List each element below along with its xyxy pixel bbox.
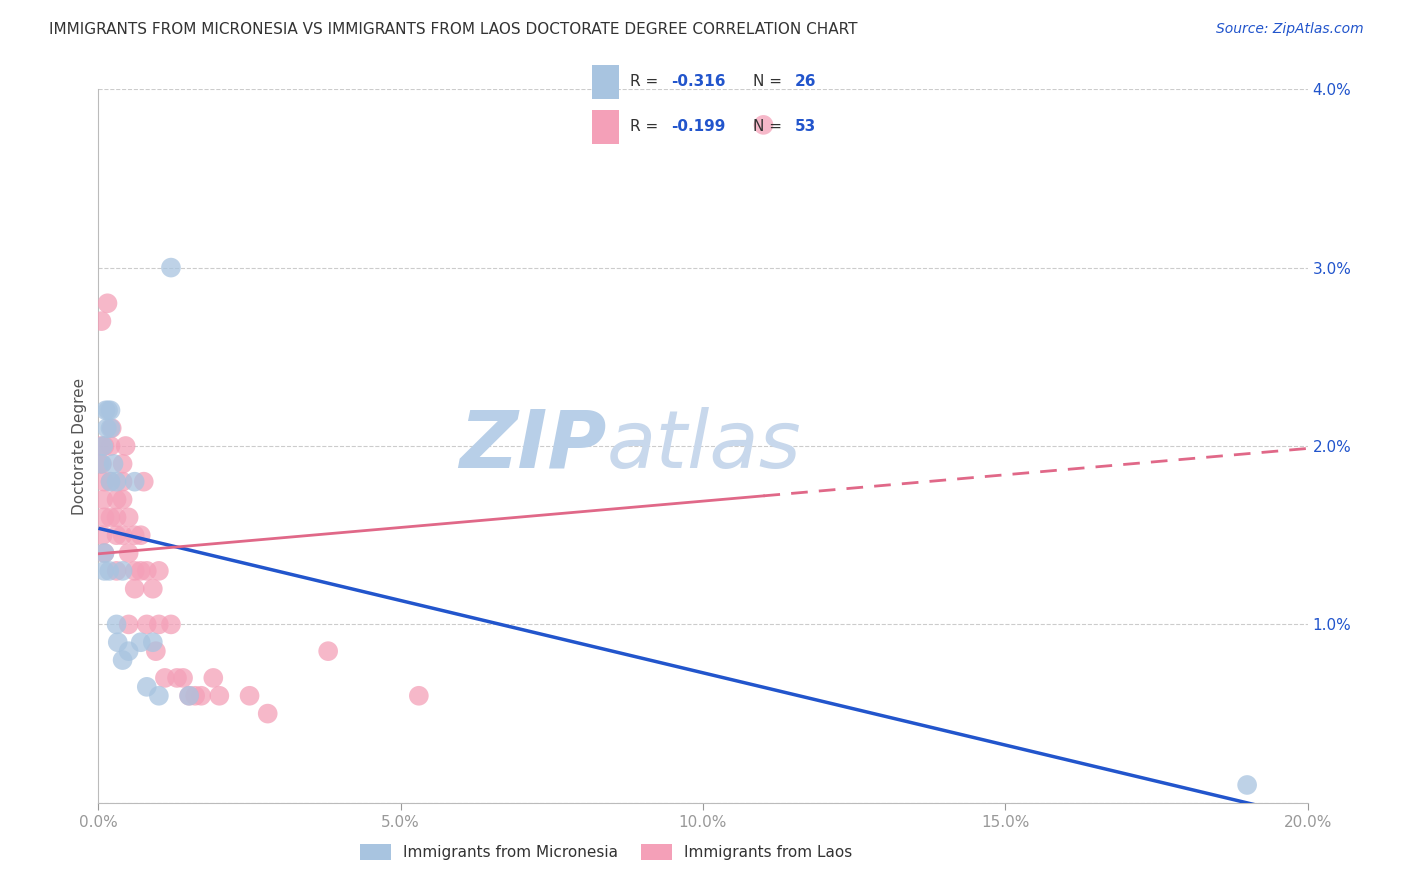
Bar <box>592 65 619 99</box>
Point <box>239 689 262 703</box>
Point <box>100 439 122 453</box>
Point <box>153 671 176 685</box>
Point <box>91 492 114 507</box>
Point <box>118 510 141 524</box>
Point <box>89 457 111 471</box>
Legend: Immigrants from Micronesia, Immigrants from Laos: Immigrants from Micronesia, Immigrants f… <box>354 838 858 866</box>
Point <box>100 475 122 489</box>
Point <box>105 510 128 524</box>
Point <box>148 617 170 632</box>
Point <box>111 457 134 471</box>
Point <box>160 260 183 275</box>
Text: N =: N = <box>754 120 787 135</box>
Point <box>93 510 115 524</box>
Point <box>91 457 114 471</box>
Point <box>172 671 194 685</box>
Point <box>166 671 188 685</box>
Point <box>184 689 207 703</box>
Point <box>105 617 128 632</box>
Point <box>111 475 134 489</box>
Point <box>142 635 165 649</box>
Point <box>111 528 134 542</box>
Point <box>93 546 115 560</box>
Point <box>98 564 121 578</box>
Point <box>129 564 152 578</box>
Text: 26: 26 <box>794 74 815 89</box>
Point <box>132 475 155 489</box>
Point <box>190 689 212 703</box>
Point <box>202 671 225 685</box>
Point <box>93 546 115 560</box>
Text: -0.199: -0.199 <box>671 120 725 135</box>
Point <box>103 457 125 471</box>
Point <box>105 564 128 578</box>
Point <box>111 653 134 667</box>
Point <box>100 510 122 524</box>
Point <box>105 475 128 489</box>
Point <box>114 439 136 453</box>
Point <box>111 492 134 507</box>
Point <box>97 403 120 417</box>
Point <box>124 528 146 542</box>
Point <box>105 492 128 507</box>
Point <box>124 564 146 578</box>
Point <box>118 617 141 632</box>
Bar <box>592 110 619 144</box>
Y-axis label: Doctorate Degree: Doctorate Degree <box>72 377 87 515</box>
Text: R =: R = <box>630 74 664 89</box>
Point <box>129 528 152 542</box>
Point <box>90 457 112 471</box>
Point <box>135 680 157 694</box>
Point <box>124 475 146 489</box>
Point <box>316 644 339 658</box>
Text: R =: R = <box>630 120 664 135</box>
Point <box>107 635 129 649</box>
Text: atlas: atlas <box>606 407 801 485</box>
Point <box>256 706 278 721</box>
Point <box>100 403 122 417</box>
Text: IMMIGRANTS FROM MICRONESIA VS IMMIGRANTS FROM LAOS DOCTORATE DEGREE CORRELATION : IMMIGRANTS FROM MICRONESIA VS IMMIGRANTS… <box>49 22 858 37</box>
Point <box>100 421 122 435</box>
Point <box>408 689 430 703</box>
Point <box>1236 778 1258 792</box>
Point <box>148 689 170 703</box>
Point <box>124 582 146 596</box>
Point <box>100 421 122 435</box>
Point <box>752 118 775 132</box>
Point <box>208 689 231 703</box>
Point <box>142 582 165 596</box>
Point <box>105 528 128 542</box>
Point <box>93 439 115 453</box>
Point <box>118 546 141 560</box>
Point <box>96 421 118 435</box>
Point <box>90 439 112 453</box>
Point <box>118 644 141 658</box>
Point <box>179 689 201 703</box>
Point <box>93 475 115 489</box>
Text: N =: N = <box>754 74 787 89</box>
Point <box>179 689 201 703</box>
Point <box>96 296 118 310</box>
Point <box>160 617 183 632</box>
Point <box>100 475 122 489</box>
Point <box>90 314 112 328</box>
Point <box>94 403 117 417</box>
Text: Source: ZipAtlas.com: Source: ZipAtlas.com <box>1216 22 1364 37</box>
Point <box>93 564 115 578</box>
Point <box>129 635 152 649</box>
Point <box>91 439 114 453</box>
Point <box>135 617 157 632</box>
Point <box>135 564 157 578</box>
Point <box>145 644 167 658</box>
Point <box>91 528 114 542</box>
Text: ZIP: ZIP <box>458 407 606 485</box>
Text: 53: 53 <box>794 120 815 135</box>
Point <box>148 564 170 578</box>
Point <box>111 564 134 578</box>
Text: -0.316: -0.316 <box>671 74 725 89</box>
